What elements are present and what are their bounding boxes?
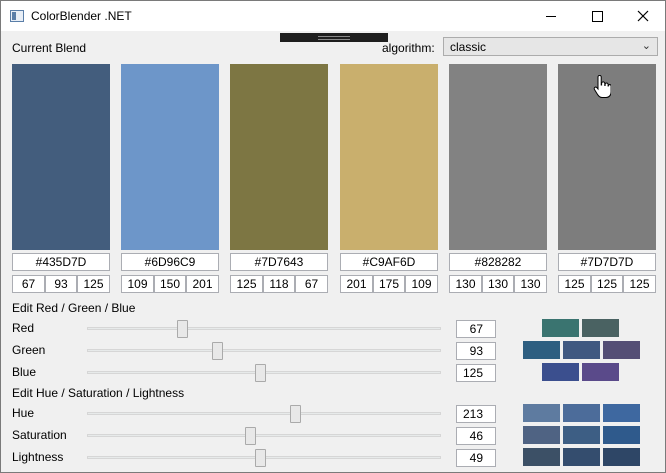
hex-value-field[interactable]: #828282: [449, 253, 547, 271]
rgb-label-red: Red: [12, 321, 35, 335]
close-icon: [637, 10, 649, 22]
blue-value-field[interactable]: 67: [295, 275, 328, 293]
slider-track-hue[interactable]: [87, 412, 441, 415]
hsl-label-lightness: Lightness: [12, 450, 64, 464]
slider-thumb-saturation[interactable]: [245, 427, 256, 445]
slider-thumb-lightness[interactable]: [255, 449, 266, 467]
value-field-green[interactable]: 93: [456, 342, 496, 360]
algorithm-select[interactable]: classic ⌄: [443, 37, 658, 56]
variation-chip-saturation[interactable]: [563, 426, 600, 444]
blue-value-field[interactable]: 125: [623, 275, 656, 293]
hand-cursor-icon: [593, 75, 611, 98]
green-value-field[interactable]: 125: [591, 275, 623, 293]
variation-chip-blue[interactable]: [542, 363, 579, 381]
chevron-down-icon: ⌄: [641, 40, 651, 52]
variation-chip-green[interactable]: [563, 341, 600, 359]
variation-chip-green[interactable]: [523, 341, 560, 359]
red-value-field[interactable]: 125: [558, 275, 591, 293]
variation-chip-saturation[interactable]: [603, 426, 640, 444]
slider-track-red[interactable]: [87, 327, 441, 330]
color-swatch[interactable]: [121, 64, 219, 250]
green-value-field[interactable]: 150: [154, 275, 186, 293]
variation-chip-lightness[interactable]: [563, 448, 600, 466]
green-value-field[interactable]: 118: [263, 275, 295, 293]
splitter-grip[interactable]: [280, 33, 388, 42]
value-field-saturation[interactable]: 46: [456, 427, 496, 445]
value-field-lightness[interactable]: 49: [456, 449, 496, 467]
hex-value-field[interactable]: #7D7D7D: [558, 253, 656, 271]
red-value-field[interactable]: 125: [230, 275, 263, 293]
rgb-label-green: Green: [12, 343, 46, 357]
blue-value-field[interactable]: 201: [186, 275, 219, 293]
slider-thumb-red[interactable]: [177, 320, 188, 338]
maximize-button[interactable]: [574, 1, 620, 31]
minimize-button[interactable]: [528, 1, 574, 31]
algorithm-selected-value: classic: [450, 40, 487, 54]
slider-thumb-blue[interactable]: [255, 364, 266, 382]
variation-chip-hue[interactable]: [603, 404, 640, 422]
close-button[interactable]: [620, 1, 665, 31]
edit-hsl-heading: Edit Hue / Saturation / Lightness: [12, 386, 185, 400]
main-content: Current Blend algorithm: classic ⌄ #435D…: [1, 31, 665, 472]
slider-thumb-green[interactable]: [212, 342, 223, 360]
value-field-red[interactable]: 67: [456, 320, 496, 338]
algorithm-label: algorithm:: [382, 41, 435, 55]
variation-chip-lightness[interactable]: [523, 448, 560, 466]
value-field-blue[interactable]: 125: [456, 364, 496, 382]
red-value-field[interactable]: 109: [121, 275, 154, 293]
rgb-label-blue: Blue: [12, 365, 37, 379]
blue-value-field[interactable]: 109: [405, 275, 438, 293]
hex-value-field[interactable]: #6D96C9: [121, 253, 219, 271]
slider-track-green[interactable]: [87, 349, 441, 352]
variation-chip-lightness[interactable]: [603, 448, 640, 466]
window-title: ColorBlender .NET: [31, 9, 132, 23]
edit-rgb-heading: Edit Red / Green / Blue: [12, 301, 136, 315]
variation-chip-saturation[interactable]: [523, 426, 560, 444]
variation-chip-red[interactable]: [542, 319, 579, 337]
green-value-field[interactable]: 175: [373, 275, 405, 293]
app-window-icon: [10, 10, 24, 22]
slider-thumb-hue[interactable]: [290, 405, 301, 423]
green-value-field[interactable]: 130: [482, 275, 514, 293]
variation-chip-hue[interactable]: [563, 404, 600, 422]
green-value-field[interactable]: 93: [45, 275, 77, 293]
blue-value-field[interactable]: 125: [77, 275, 110, 293]
title-bar[interactable]: ColorBlender .NET: [1, 1, 665, 31]
color-swatch[interactable]: [340, 64, 438, 250]
hex-value-field[interactable]: #7D7643: [230, 253, 328, 271]
hsl-label-hue: Hue: [12, 406, 35, 420]
red-value-field[interactable]: 201: [340, 275, 373, 293]
red-value-field[interactable]: 67: [12, 275, 45, 293]
hex-value-field[interactable]: #C9AF6D: [340, 253, 438, 271]
color-swatch[interactable]: [12, 64, 110, 250]
value-field-hue[interactable]: 213: [456, 405, 496, 423]
blue-value-field[interactable]: 130: [514, 275, 547, 293]
variation-chip-red[interactable]: [582, 319, 619, 337]
hex-value-field[interactable]: #435D7D: [12, 253, 110, 271]
slider-track-saturation[interactable]: [87, 434, 441, 437]
red-value-field[interactable]: 130: [449, 275, 482, 293]
color-swatch[interactable]: [230, 64, 328, 250]
hsl-label-saturation: Saturation: [12, 428, 67, 442]
minimize-icon: [546, 16, 556, 17]
variation-chip-hue[interactable]: [523, 404, 560, 422]
current-blend-label: Current Blend: [12, 41, 87, 55]
variation-chip-green[interactable]: [603, 341, 640, 359]
variation-chip-blue[interactable]: [582, 363, 619, 381]
color-swatch[interactable]: [449, 64, 547, 250]
maximize-icon: [592, 11, 603, 22]
